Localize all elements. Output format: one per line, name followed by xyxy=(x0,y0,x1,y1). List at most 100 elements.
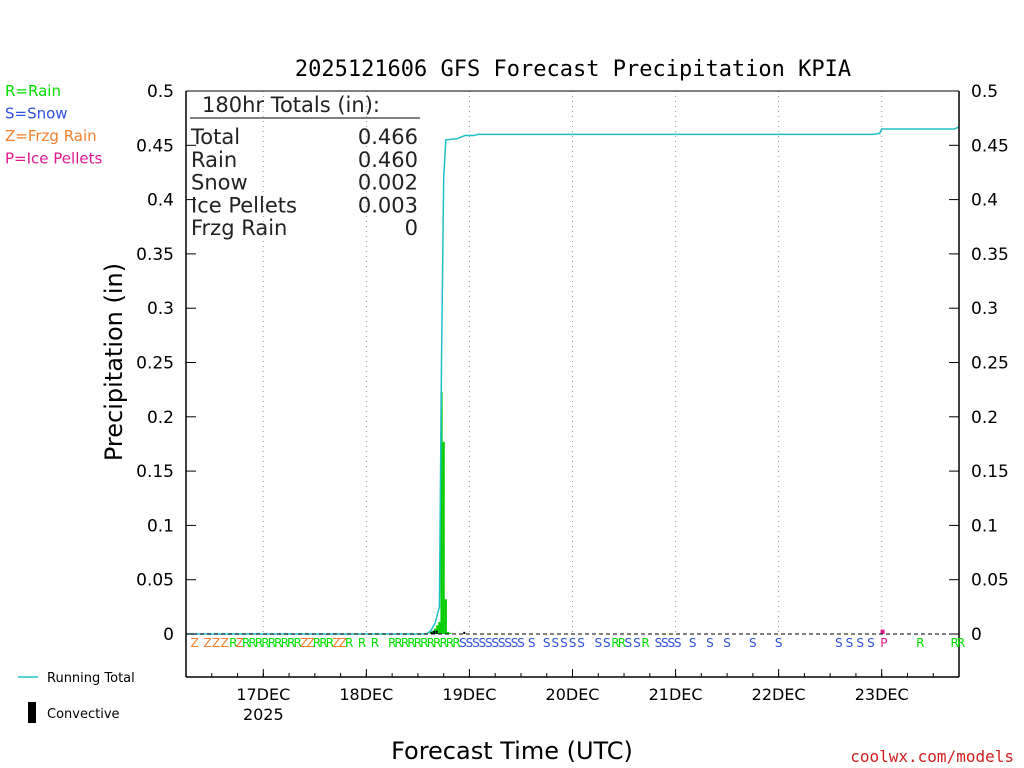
ptype-letter: R xyxy=(452,636,460,650)
ptype-letter: Z xyxy=(339,636,347,650)
precip-bar xyxy=(431,630,435,634)
ptype-letter: S xyxy=(856,636,864,650)
ptype-letter: S xyxy=(498,636,506,650)
convective-bar xyxy=(463,631,466,634)
ptype-letter: S xyxy=(528,636,536,650)
ptype-letter: R xyxy=(319,636,327,650)
ptype-letter: P xyxy=(880,636,887,650)
ptype-letter: S xyxy=(661,636,669,650)
x-tick-label: 21DEC xyxy=(649,685,703,704)
ptype-letter: R xyxy=(326,636,334,650)
ptype-letter: S xyxy=(723,636,731,650)
totals-row-value: 0.002 xyxy=(358,171,418,195)
y-tick-label-left: 0.1 xyxy=(147,516,174,536)
totals-row-label: Ice Pellets xyxy=(191,193,297,217)
totals-heading: 180hr Totals (in): xyxy=(202,93,380,117)
ptype-letter: R xyxy=(407,636,415,650)
ptype-letter: S xyxy=(543,636,551,650)
ptype-letter: R xyxy=(388,636,396,650)
convective-bar xyxy=(435,630,438,634)
ptype-letter: S xyxy=(459,636,467,650)
ptype-letter: S xyxy=(552,636,560,650)
ptype-letter: Z xyxy=(306,636,314,650)
y-tick-label-left: 0.5 xyxy=(147,82,174,102)
precip-bar xyxy=(449,632,452,634)
ptype-letter: R xyxy=(268,636,276,650)
ptype-letter: Z xyxy=(212,636,220,650)
ptype-letter: R xyxy=(358,636,366,650)
year-label: 2025 xyxy=(243,705,284,724)
precip-bar xyxy=(444,599,447,634)
y-tick-label-right: 0.1 xyxy=(971,516,998,536)
totals-row-label: Total xyxy=(190,125,240,149)
ice-pellet-bar xyxy=(880,629,885,634)
ptype-letter: R xyxy=(420,636,428,650)
ptype-letter: R xyxy=(439,636,447,650)
ptype-letter: R xyxy=(345,636,353,650)
totals-row-value: 0.460 xyxy=(358,148,418,172)
ptype-letter: S xyxy=(867,636,875,650)
ptype-letter: R xyxy=(313,636,321,650)
ptype-letter: R xyxy=(248,636,256,650)
ptype-letter: R xyxy=(229,636,237,650)
ptype-letter: S xyxy=(625,636,633,650)
ptype-letter: S xyxy=(511,636,519,650)
ptype-letter: S xyxy=(674,636,682,650)
ptype-letter: S xyxy=(491,636,499,650)
totals-row-label: Frzg Rain xyxy=(191,216,287,240)
ptype-letter: R xyxy=(274,636,282,650)
ptype-letter: S xyxy=(603,636,611,650)
ptype-legend-entry: Z=Frzg Rain xyxy=(5,127,97,145)
ptype-letter: R xyxy=(957,636,965,650)
precip-bar xyxy=(436,625,439,634)
y-tick-label-right: 0.3 xyxy=(971,299,998,319)
ptype-letter: S xyxy=(517,636,525,650)
ptype-letter: S xyxy=(594,636,602,650)
ptype-letter: R xyxy=(371,636,379,650)
ptype-letter: R xyxy=(611,636,619,650)
x-tick-label: 18DEC xyxy=(339,685,393,704)
y-tick-label-right: 0.2 xyxy=(971,408,998,428)
precip-bar xyxy=(440,391,443,634)
precip-bar xyxy=(438,622,441,634)
ptype-letter: R xyxy=(433,636,441,650)
ptype-letter: R xyxy=(641,636,649,650)
ptype-letter: S xyxy=(472,636,480,650)
ptype-letter: S xyxy=(577,636,585,650)
ptype-letter: S xyxy=(560,636,568,650)
ptype-letter: R xyxy=(414,636,422,650)
ptype-legend-entry: S=Snow xyxy=(5,105,68,123)
ptype-letter: S xyxy=(569,636,577,650)
y-tick-label-right: 0.25 xyxy=(971,354,1009,374)
credit-text: coolwx.com/models xyxy=(850,747,1014,766)
running-total-line xyxy=(186,126,960,635)
ptype-letter: R xyxy=(261,636,269,650)
ptype-letter: Z xyxy=(236,636,244,650)
x-tick-label: 19DEC xyxy=(442,685,496,704)
ptype-letter: S xyxy=(835,636,843,650)
x-tick-label: 23DEC xyxy=(855,685,909,704)
y-tick-label-right: 0.4 xyxy=(971,191,998,211)
ptype-letter: R xyxy=(427,636,435,650)
ptype-letter: R xyxy=(287,636,295,650)
x-axis-label: Forecast Time (UTC) xyxy=(391,737,633,765)
ptype-letter: S xyxy=(689,636,697,650)
totals-row-value: 0.003 xyxy=(358,193,418,217)
x-tick-label: 22DEC xyxy=(752,685,806,704)
ptype-letter: R xyxy=(255,636,263,650)
ptype-letter: S xyxy=(485,636,493,650)
ptype-legend-entry: P=Ice Pellets xyxy=(5,150,102,168)
y-tick-label-right: 0.45 xyxy=(971,136,1009,156)
y-tick-label-left: 0.4 xyxy=(147,191,174,211)
y-tick-label-right: 0.5 xyxy=(971,82,998,102)
convective-legend-label: Convective xyxy=(47,707,120,722)
ptype-letter: S xyxy=(633,636,641,650)
ptype-letter: R xyxy=(394,636,402,650)
ptype-letter: R xyxy=(916,636,924,650)
ptype-letter: Z xyxy=(190,636,198,650)
ptype-letter: S xyxy=(749,636,757,650)
y-tick-label-left: 0.3 xyxy=(147,299,174,319)
ptype-letter: Z xyxy=(332,636,340,650)
x-tick-label: 20DEC xyxy=(546,685,600,704)
